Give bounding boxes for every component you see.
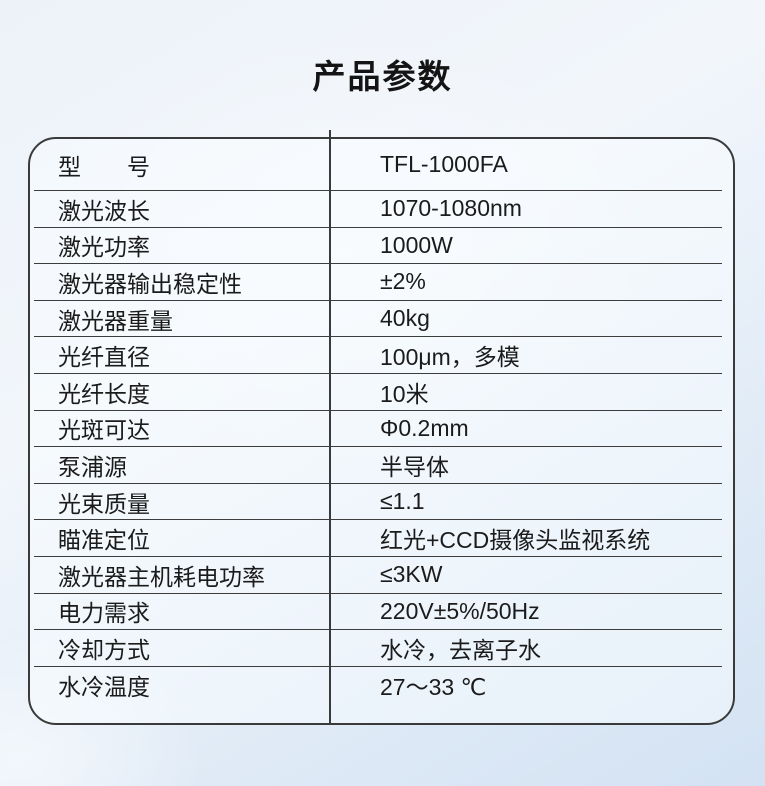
table-row-model: 型 号 TFL-1000FA: [34, 139, 722, 191]
row-label: 瞄准定位: [58, 527, 150, 554]
table-row-aiming: 瞄准定位 红光+CCD摄像头监视系统: [34, 520, 722, 557]
row-value: ≤1.1: [380, 488, 425, 515]
row-label: 水冷温度: [58, 674, 150, 701]
row-label: 激光器主机耗电功率: [58, 563, 265, 590]
row-value: 半导体: [380, 453, 449, 480]
table-row-consumption: 激光器主机耗电功率 ≤3KW: [34, 557, 722, 594]
row-value: 1070-1080nm: [380, 195, 522, 222]
row-value: 1000W: [380, 231, 453, 258]
row-value: ±2%: [380, 268, 426, 295]
row-label: 光斑可达: [58, 417, 150, 444]
row-value: TFL-1000FA: [380, 151, 508, 177]
row-value: Φ0.2mm: [380, 414, 469, 441]
row-label: 激光波长: [58, 197, 150, 224]
row-label: 光纤直径: [58, 344, 150, 371]
row-value: 水冷，去离子水: [380, 636, 541, 663]
table-row-fiber-length: 光纤长度 10米: [34, 374, 722, 411]
table-row-weight: 激光器重量 40kg: [34, 301, 722, 338]
row-value: 40kg: [380, 305, 430, 332]
row-value: 100μm，多模: [380, 344, 520, 371]
spec-rows: 型 号 TFL-1000FA 激光波长 1070-1080nm 激光功率 100…: [30, 139, 733, 723]
row-label: 激光器重量: [58, 307, 173, 334]
table-row-beam-quality: 光束质量 ≤1.1: [34, 484, 722, 521]
table-row-cooling-method: 冷却方式 水冷，去离子水: [34, 630, 722, 667]
row-label: 电力需求: [58, 600, 150, 627]
table-row-stability: 激光器输出稳定性 ±2%: [34, 264, 722, 301]
table-row-fiber-diameter: 光纤直径 100μm，多模: [34, 337, 722, 374]
table-row-pump-source: 泵浦源 半导体: [34, 447, 722, 484]
row-value: 10米: [380, 380, 429, 407]
table-row-electrical: 电力需求 220V±5%/50Hz: [34, 594, 722, 631]
page-title: 产品参数: [312, 58, 453, 95]
row-label: 激光功率: [58, 234, 150, 261]
row-value: 220V±5%/50Hz: [380, 597, 540, 624]
row-label: 冷却方式: [58, 636, 150, 663]
row-value: 红光+CCD摄像头监视系统: [380, 527, 651, 554]
table-row-water-temp: 水冷温度 27～33 ℃: [34, 667, 722, 704]
column-divider: [329, 130, 331, 723]
row-value: 27～33 ℃: [380, 674, 487, 701]
row-label: 泵浦源: [58, 453, 127, 480]
table-row-power: 激光功率 1000W: [34, 228, 722, 265]
table-row-spot-size: 光斑可达 Φ0.2mm: [34, 411, 722, 448]
row-label: 光纤长度: [58, 380, 150, 407]
row-value: ≤3KW: [380, 561, 443, 588]
row-label: 型 号: [58, 153, 150, 180]
spec-table: 型 号 TFL-1000FA 激光波长 1070-1080nm 激光功率 100…: [28, 130, 735, 725]
row-label: 激光器输出稳定性: [58, 270, 242, 297]
row-label: 光束质量: [58, 490, 150, 517]
table-row-wavelength: 激光波长 1070-1080nm: [34, 191, 722, 228]
